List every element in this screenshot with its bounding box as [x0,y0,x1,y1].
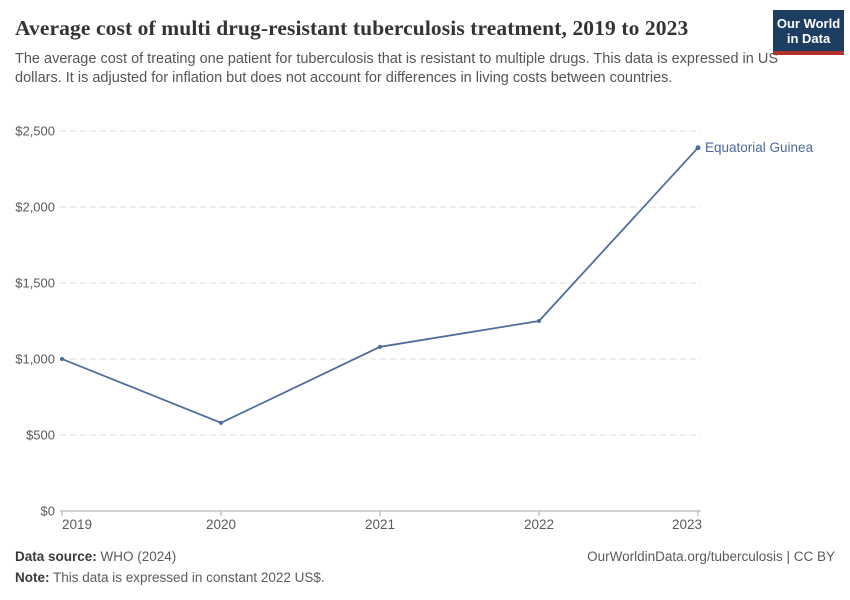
chart-footer: Data source: WHO (2024) OurWorldinData.o… [15,546,835,588]
note-text: Note: This data is expressed in constant… [15,570,325,585]
series-label: Equatorial Guinea [705,140,814,155]
x-tick-label: 2021 [365,517,395,532]
y-tick-label: $2,500 [15,124,55,139]
data-point[interactable] [219,420,223,425]
owid-citation-link[interactable]: OurWorldinData.org/tuberculosis | CC BY [587,549,835,564]
data-source-value: WHO (2024) [96,549,177,564]
x-tick-label: 2023 [672,517,702,532]
data-point[interactable] [695,145,701,151]
y-tick-label: $0 [41,504,55,519]
owid-logo[interactable]: Our World in Data [773,10,844,55]
line-chart: $0 $500 $1,000 $1,500 $2,000 $2,500 2019 2020 20… [0,118,850,538]
x-tick-label: 2020 [206,517,236,532]
page-title: Average cost of multi drug-resistant tub… [15,16,689,40]
y-tick-label: $1,000 [15,352,55,367]
y-tick-label: $500 [26,428,55,443]
owid-logo-line1: Our World [776,16,841,31]
note-label: Note: [15,570,50,585]
data-source-label: Data source: [15,549,97,564]
chart-svg: $0 $500 $1,000 $1,500 $2,000 $2,500 2019 2020 20… [15,124,814,533]
data-point[interactable] [378,344,382,349]
data-source-text: Data source: WHO (2024) [15,546,176,567]
data-point[interactable] [537,319,541,323]
x-tick-label: 2019 [62,517,92,532]
data-point[interactable] [60,357,64,361]
chart-subtitle: The average cost of treating one patient… [15,51,778,86]
chart-header: Average cost of multi drug-resistant tub… [0,0,850,88]
note-value: This data is expressed in constant 2022 … [49,570,325,585]
y-tick-label: $2,000 [15,200,55,215]
x-tick-label: 2022 [524,517,554,532]
y-tick-label: $1,500 [15,276,55,291]
data-line[interactable] [61,147,699,424]
owid-logo-line2: in Data [786,31,831,46]
